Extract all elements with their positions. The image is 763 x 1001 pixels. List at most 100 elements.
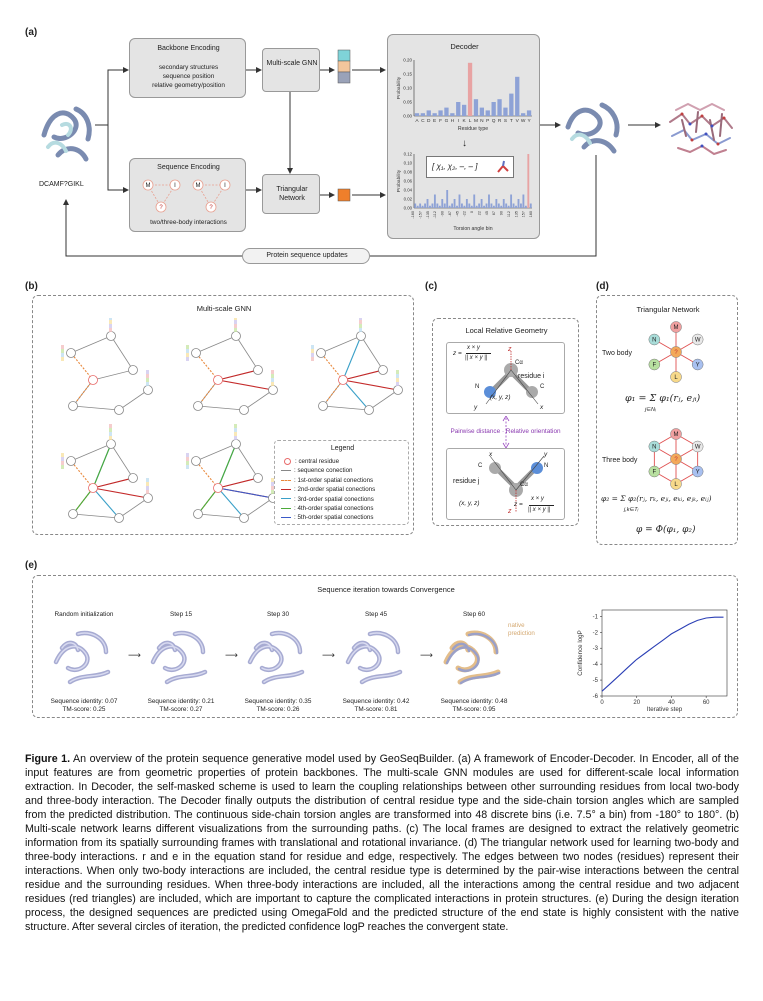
- panel-b-title: Multi-scale GNN: [196, 304, 252, 313]
- tor-bar: [488, 194, 490, 208]
- central-residue-node: [213, 483, 223, 493]
- decoder-box: Decoder: [387, 34, 540, 239]
- feature-stack: [234, 318, 237, 320]
- legend-item-label: : central residue: [295, 458, 340, 465]
- conv-xtick: 0: [600, 700, 604, 706]
- sequence-edge: [243, 389, 274, 411]
- tor-bar: [414, 203, 417, 208]
- res-bar: [438, 110, 443, 116]
- residue-j-frame: [446, 448, 565, 520]
- residue-node-label: M: [674, 325, 679, 331]
- feature-stack: [109, 424, 112, 428]
- sequence-encoding-sub: two/three-body interactions: [150, 219, 227, 226]
- residue-node: [648, 440, 661, 453]
- legend-item: : 2nd-order spatial conections: [281, 485, 409, 494]
- step-structure-image: [345, 630, 403, 685]
- ci-c: C: [540, 384, 545, 390]
- residue-node: [364, 405, 374, 415]
- residue-i-frame: [446, 342, 565, 414]
- spatial-edge-order-4: [197, 487, 219, 515]
- res-xtick: D: [427, 118, 431, 124]
- input-sequence-label: DCAMF?GIKL: [39, 181, 84, 188]
- sequence-edge: [110, 443, 134, 479]
- torsion-angle-chart: 0.00 0.02 0.04 0.06 0.08 0.10 0.12 -180 -157 -135…: [396, 152, 533, 233]
- conv-plot-frame: [601, 609, 728, 697]
- prediction-label: prediction: [508, 630, 535, 637]
- sequence-edge: [243, 497, 274, 519]
- tor-bar: [431, 203, 434, 208]
- residue-node: [68, 401, 78, 411]
- step-structure-image: [53, 630, 111, 685]
- res-xtick: A: [415, 118, 419, 124]
- res-ytick: 0.05: [403, 100, 412, 105]
- backbone-line-3: relative geometry/position: [152, 82, 225, 89]
- residue-node: [268, 385, 278, 395]
- tor-bar: [495, 199, 498, 208]
- conv-ylabel: Confidence logP: [577, 630, 584, 675]
- step-arrow: ⟶: [420, 650, 433, 660]
- residue-node: [128, 365, 138, 375]
- tor-bar: [421, 205, 424, 208]
- residue-node: [253, 473, 263, 483]
- ci-z-axis: z: [508, 346, 512, 353]
- tor-bar: [529, 203, 532, 208]
- res-ytick: 0.10: [403, 86, 412, 91]
- residue-type-chart: 0.00 0.05 0.10 0.15 0.20 A C D E F G H I K L M N P Q R S T V W Y…: [396, 58, 532, 132]
- central-residue-label: ?: [674, 350, 678, 356]
- torsion-tuple-box: [ χ₁, χ₂, –, – ]: [426, 156, 514, 178]
- res-xtick: H: [451, 118, 455, 124]
- sidechain-molecule-icon: [497, 160, 509, 173]
- sequence-updates-label: Protein sequence updates: [266, 252, 348, 259]
- res-xtick: W: [521, 118, 526, 124]
- caption-label: Figure 1.: [25, 753, 71, 765]
- feature-stack: [396, 382, 399, 386]
- feature-stack: [61, 357, 64, 361]
- step-tmscore: TM-score: 0.25: [62, 706, 106, 713]
- tor-bar: [456, 205, 458, 208]
- tor-bar: [507, 205, 510, 208]
- tor-bar: [515, 205, 517, 208]
- three-body-graph: M W Y L F N?: [648, 428, 704, 490]
- feature-stack: [359, 328, 362, 332]
- legend-item: : 5th-order spatial conections: [281, 513, 409, 522]
- tor-bar: [490, 203, 493, 208]
- legend-item: : 4th-order spatial conections: [281, 504, 409, 513]
- feature-stack: [396, 378, 399, 382]
- spatial-edge-order-3: [342, 379, 370, 411]
- residue-node: [114, 513, 124, 523]
- backbone-line-2: sequence position: [162, 73, 215, 80]
- edge-swatch: [281, 507, 291, 509]
- legend-item: : sequence conection: [281, 466, 409, 475]
- tor-bar: [446, 190, 449, 208]
- edge-swatch: [281, 517, 291, 519]
- feature-stack: [61, 457, 64, 461]
- seq-node-i2: I: [224, 183, 226, 189]
- feature-stack: [234, 324, 237, 328]
- res-xtick: L: [469, 118, 472, 124]
- legend-item-label: : 1st-order spatial conections: [294, 476, 374, 484]
- conv-xtick: 40: [668, 700, 675, 706]
- feature-stack: [311, 345, 314, 349]
- panel-c-title: Local Relative Geometry: [465, 326, 548, 335]
- tor-xtick: -67: [448, 211, 452, 217]
- feature-stack: [271, 490, 274, 494]
- cj-frac-line: [529, 505, 554, 506]
- tor-xtick: -112: [433, 211, 437, 218]
- residue-node-label: W: [695, 445, 701, 451]
- residue-node: [239, 405, 249, 415]
- tor-xlabel: Torsion angle bin: [453, 226, 492, 232]
- eq2-sub: j,k∈Tᵢ: [624, 507, 639, 513]
- res-bar: [503, 107, 508, 116]
- res-xtick: I: [458, 118, 459, 124]
- seq-node-q1: ?: [159, 205, 163, 211]
- spatial-edge-order-2: [217, 369, 259, 381]
- feature-stack: [186, 349, 189, 353]
- residue-node: [143, 493, 153, 503]
- central-residue-node: [213, 375, 223, 385]
- residue-node: [691, 440, 704, 453]
- multiscale-graphs: [61, 318, 403, 523]
- step-identity: Sequence identity: 0.42: [342, 698, 410, 705]
- ci-y-axis: y: [474, 404, 478, 411]
- conv-line: [601, 616, 724, 692]
- tor-bar: [483, 205, 485, 208]
